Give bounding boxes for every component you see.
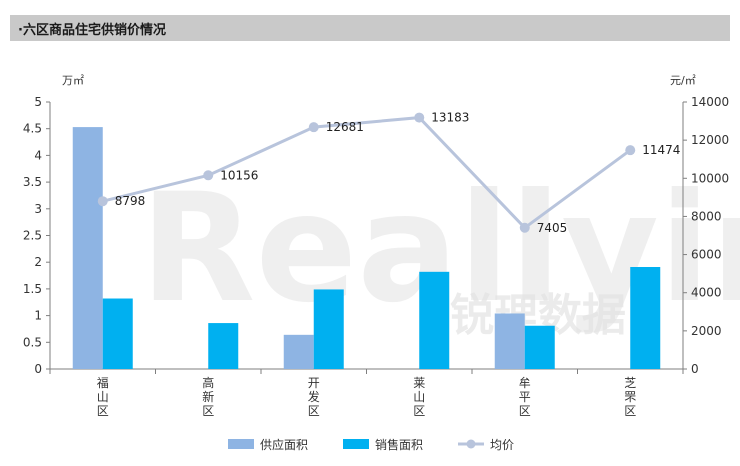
- bar-供应面积: [72, 127, 103, 370]
- legend-item-label: 均价: [490, 438, 514, 452]
- data-labels: 8798 10156 12681 13183 7405 11474: [115, 111, 681, 235]
- y-left-tick-label: 3: [34, 202, 42, 216]
- x-tick-label: 牟平区: [519, 375, 531, 418]
- price-line: [97, 112, 636, 233]
- bar-销售面积: [630, 267, 661, 369]
- y-right-tick-label: 14000: [691, 95, 729, 109]
- y-left-tick-label: 0: [34, 362, 42, 376]
- line-均价: [102, 116, 632, 230]
- y-right-tick-label: 0: [691, 362, 699, 376]
- legend-swatch: [228, 439, 254, 449]
- legend-swatch: [343, 439, 369, 449]
- bar-销售面积: [313, 289, 344, 369]
- y-left-tick-label: 0.5: [23, 335, 42, 349]
- y-left-tick-label: 4.5: [23, 122, 42, 136]
- line-data-label: 7405: [537, 221, 568, 235]
- line-data-label: 10156: [220, 168, 258, 182]
- x-tick-label: 莱山区: [413, 376, 425, 418]
- y-left-tick-label: 2.5: [23, 229, 42, 243]
- line-data-label: 13183: [431, 111, 469, 125]
- bars: [72, 127, 661, 370]
- line-data-label: 12681: [326, 120, 364, 134]
- y-right-tick-label: 8000: [691, 209, 722, 223]
- axes: 0 0.5 1 1.5 2 2.5 3 3.5 4 4.5 5 万㎡ 0 2000 4000 6000 8000…: [23, 74, 729, 418]
- bar-销售面积: [208, 323, 239, 369]
- line-data-label: 11474: [642, 143, 680, 157]
- legend-item-label: 供应面积: [260, 437, 308, 452]
- x-tick-label: 芝罘区: [624, 375, 636, 418]
- y-right-tick-label: 12000: [691, 133, 729, 147]
- y-left-tick-label: 5: [34, 95, 42, 109]
- y-left-unit: 万㎡: [62, 74, 84, 87]
- title-bar: ·六区商品住宅供销价情况: [10, 15, 730, 41]
- y-right-tick-label: 4000: [691, 286, 722, 300]
- y-right-tick-label: 6000: [691, 248, 722, 262]
- bar-销售面积: [419, 271, 450, 369]
- point-均价: [625, 145, 636, 156]
- legend: 供应面积 销售面积 均价: [228, 437, 514, 452]
- point-均价: [97, 196, 108, 207]
- point-均价: [203, 170, 214, 181]
- y-left-tick-label: 4: [34, 148, 42, 162]
- y-right-tick-label: 2000: [691, 324, 722, 338]
- bar-销售面积: [524, 325, 555, 369]
- bar-供应面积: [283, 334, 314, 369]
- point-均价: [308, 122, 319, 133]
- y-left-tick-label: 2: [34, 255, 42, 269]
- x-tick-label: 福山区: [97, 375, 109, 418]
- y-left-tick-label: 3.5: [23, 175, 42, 189]
- bar-销售面积: [102, 298, 133, 369]
- legend-item-label: 销售面积: [375, 437, 423, 452]
- point-均价: [414, 112, 425, 123]
- page-title: ·六区商品住宅供销价情况: [18, 23, 166, 38]
- y-right-unit: 元/㎡: [670, 74, 696, 87]
- legend-marker: [466, 439, 476, 449]
- y-left-tick-label: 1: [34, 309, 42, 323]
- line-data-label: 8798: [115, 194, 146, 208]
- y-right-tick-label: 10000: [691, 171, 729, 185]
- bar-供应面积: [494, 313, 525, 369]
- x-tick-label: 高新区: [202, 375, 214, 418]
- x-tick-label: 开发区: [308, 376, 320, 418]
- y-left-tick-label: 1.5: [23, 282, 42, 296]
- point-均价: [519, 222, 530, 233]
